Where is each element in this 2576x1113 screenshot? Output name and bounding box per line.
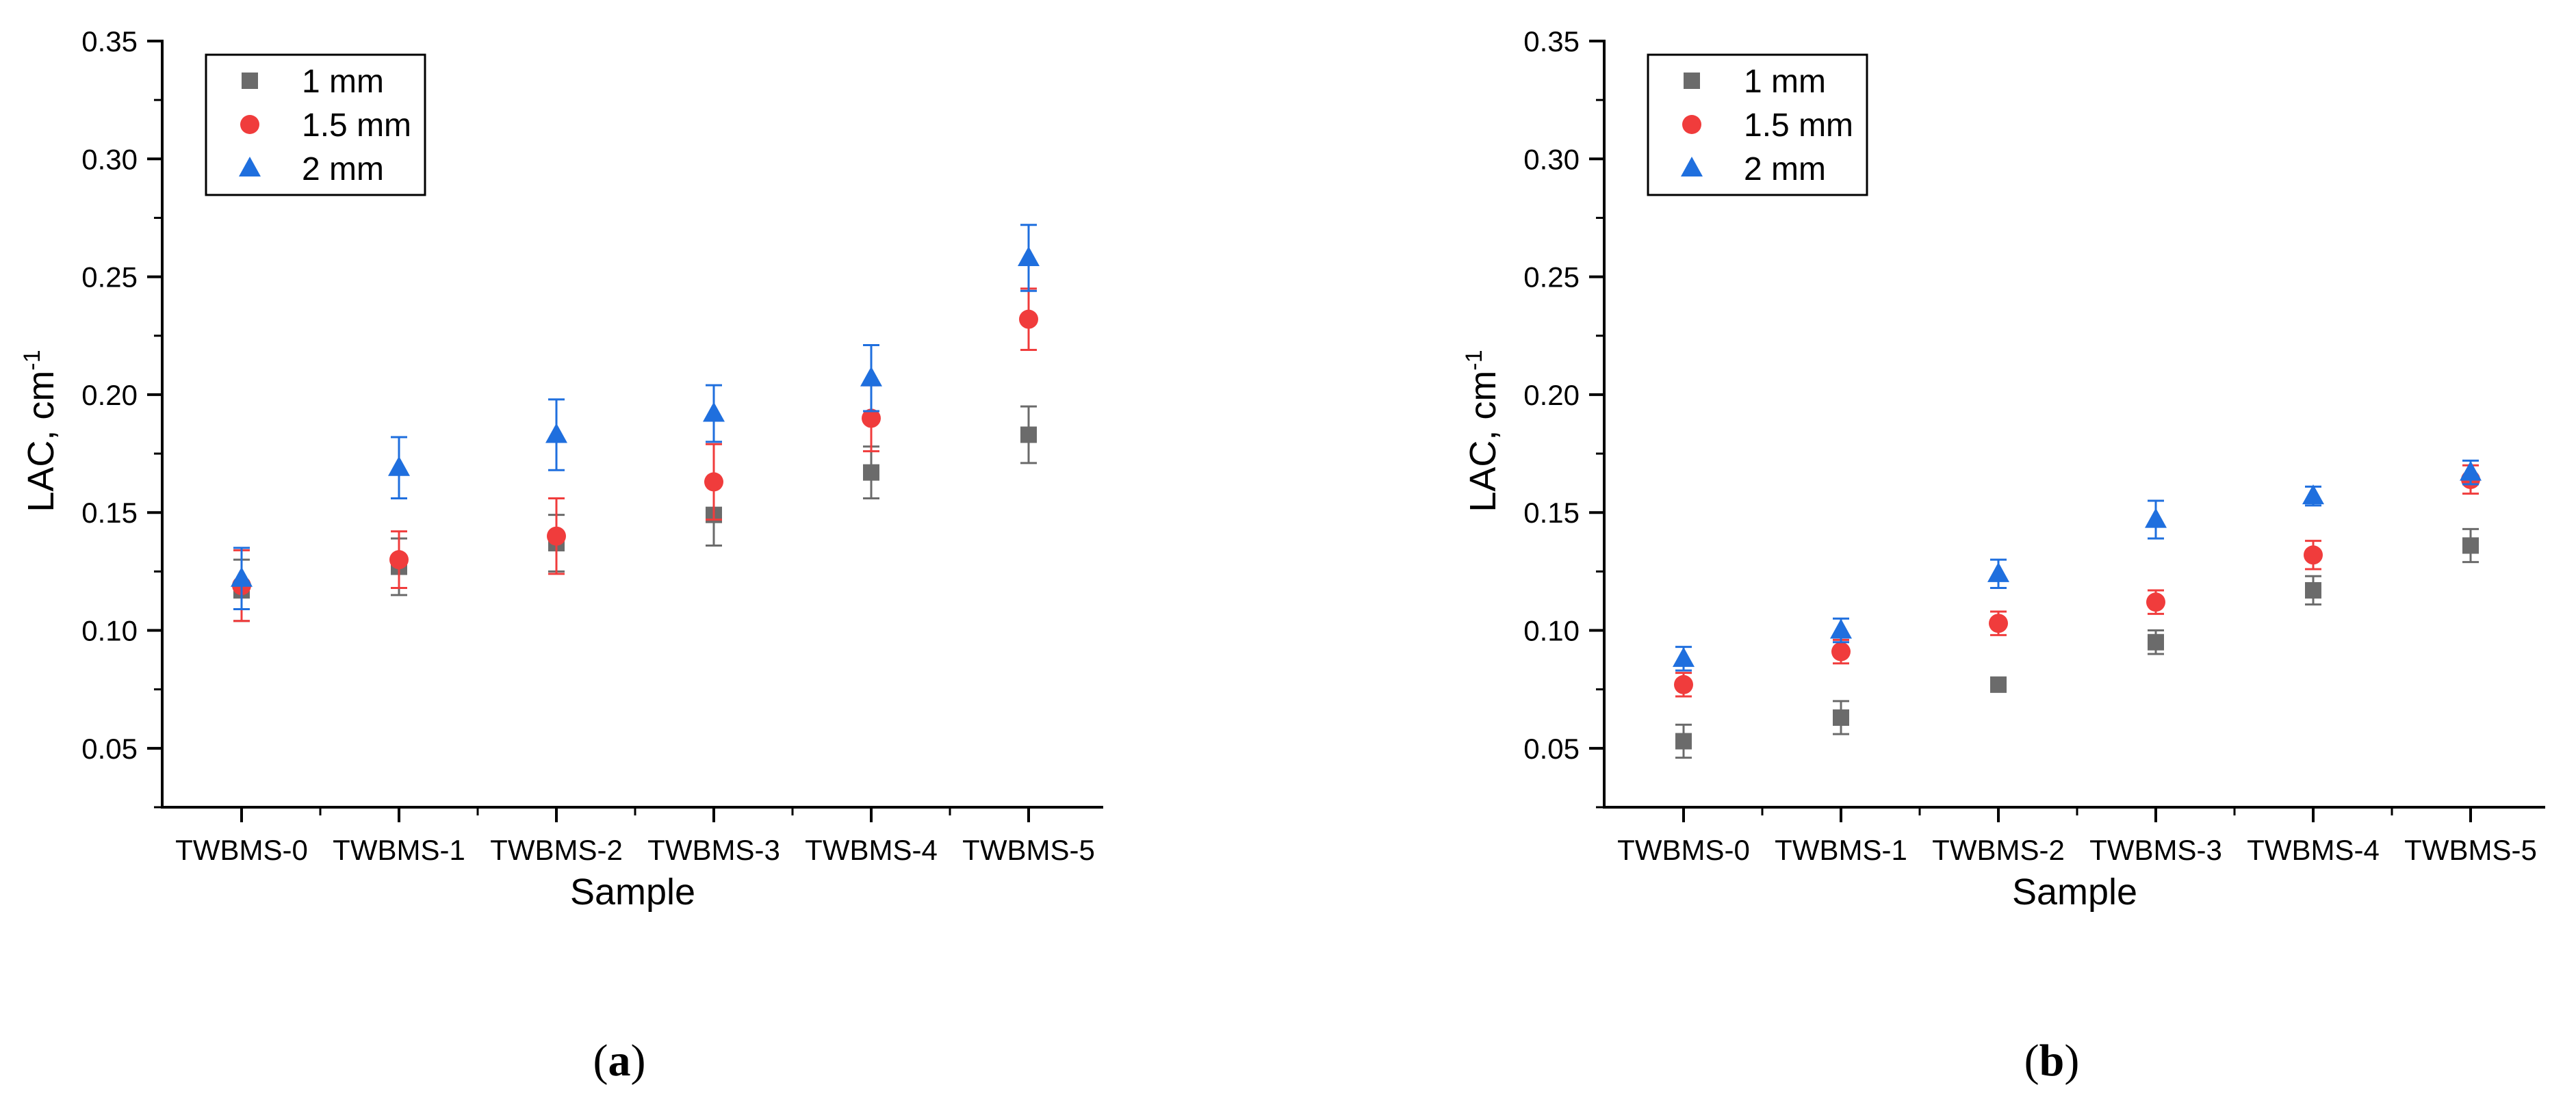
chart-panel-b: 0.05 0.10 0.15 0.20 0.25 0.30 0.35 TWBMS-0 TWBMS… xyxy=(1461,25,2545,1086)
legend-marker xyxy=(1682,115,1701,134)
y-axis-title-superscript: -1 xyxy=(1461,350,1487,370)
series-1_5-mm xyxy=(232,287,1038,623)
legend-entry: 2 mm xyxy=(1744,151,1826,187)
data-point xyxy=(1675,733,1692,750)
legend: 1 mm 1.5 mm 2 mm xyxy=(205,53,426,196)
data-point xyxy=(863,464,879,481)
x-tick-label: TWBMS-5 xyxy=(2404,834,2537,866)
panel-label-open: ( xyxy=(593,1036,608,1086)
chart-panel-a: 0.05 0.10 0.15 0.20 0.25 0.30 0.35 TWBMS-0 TWBMS… xyxy=(19,25,1103,1086)
data-point xyxy=(2460,460,2482,481)
data-point xyxy=(2148,633,2164,651)
legend-entry: 1.5 mm xyxy=(1744,107,1853,144)
x-tick-label: TWBMS-2 xyxy=(1932,834,2065,866)
y-axis-title-superscript: -1 xyxy=(19,350,45,370)
x-tick-label: TWBMS-3 xyxy=(647,834,780,866)
x-tick-label: TWBMS-0 xyxy=(1617,834,1750,866)
x-axis-title: Sample xyxy=(570,872,695,913)
x-tick-label: TWBMS-0 xyxy=(175,834,308,866)
data-point xyxy=(862,408,881,428)
data-point xyxy=(2146,592,2165,612)
y-tick-label: 0.15 xyxy=(81,497,138,529)
data-point xyxy=(545,423,567,443)
data-point xyxy=(1990,676,2007,693)
legend-marker xyxy=(239,157,261,176)
legend-entry: 1.5 mm xyxy=(302,107,411,144)
x-tick-label: TWBMS-4 xyxy=(2247,834,2380,866)
data-point xyxy=(1831,642,1851,662)
y-tick-label: 0.30 xyxy=(1523,143,1580,175)
data-point xyxy=(1018,246,1040,267)
y-tick-label: 0.20 xyxy=(81,379,138,411)
data-point xyxy=(1674,675,1693,694)
series-1-mm xyxy=(233,405,1037,623)
data-point xyxy=(231,566,253,587)
data-point xyxy=(704,472,723,492)
series-2-mm xyxy=(1673,459,2482,672)
y-axis-title-main: LAC, cm xyxy=(1463,371,1504,512)
x-tick-label: TWBMS-5 xyxy=(962,834,1095,866)
data-point xyxy=(2304,545,2323,565)
x-axis-title: Sample xyxy=(2012,872,2137,913)
y-tick-label: 0.05 xyxy=(1523,733,1580,765)
y-tick-label: 0.20 xyxy=(1523,379,1580,411)
y-axis-title-main: LAC, cm xyxy=(21,371,62,512)
legend: 1 mm 1.5 mm 2 mm xyxy=(1647,53,1868,196)
x-tick-label: TWBMS-4 xyxy=(805,834,938,866)
legend-entry: 2 mm xyxy=(302,151,384,187)
panel-label-letter: b xyxy=(2039,1036,2065,1086)
series-2-mm xyxy=(231,224,1040,611)
data-point xyxy=(860,366,882,387)
y-tick-label: 0.05 xyxy=(81,733,138,765)
panel-label-close: ) xyxy=(631,1036,646,1086)
data-point xyxy=(1987,562,2009,582)
x-tick-label: TWBMS-1 xyxy=(1775,834,1907,866)
y-axis-title: LAC, cm-1 xyxy=(19,350,62,512)
data-point xyxy=(1989,614,2008,633)
data-point xyxy=(547,526,566,546)
legend-marker xyxy=(240,115,259,134)
legend-marker xyxy=(1681,157,1703,176)
y-tick-label: 0.15 xyxy=(1523,497,1580,529)
legend-entry: 1 mm xyxy=(302,64,384,100)
series-1-mm xyxy=(1675,527,2479,759)
panel-label: (a) xyxy=(593,1036,646,1086)
data-point xyxy=(388,456,410,476)
data-point xyxy=(2305,581,2321,599)
panel-label-open: ( xyxy=(2024,1036,2039,1086)
series-1_5-mm xyxy=(1674,464,2480,698)
panel-label-letter: a xyxy=(608,1036,631,1086)
x-tick-label: TWBMS-2 xyxy=(490,834,623,866)
x-tick-label: TWBMS-3 xyxy=(2089,834,2222,866)
y-axis-title: LAC, cm-1 xyxy=(1461,350,1504,512)
panel-label: (b) xyxy=(2024,1036,2080,1086)
data-point xyxy=(1020,426,1037,443)
data-point xyxy=(2302,484,2324,505)
data-point xyxy=(1019,309,1038,329)
data-point xyxy=(703,402,725,422)
data-point xyxy=(2462,537,2479,554)
panel-label-close: ) xyxy=(2064,1036,2079,1086)
x-tick-label: TWBMS-1 xyxy=(333,834,465,866)
legend-entry: 1 mm xyxy=(1744,64,1826,100)
data-point xyxy=(1673,646,1695,667)
y-tick-label: 0.35 xyxy=(1523,25,1580,57)
y-tick-label: 0.10 xyxy=(1523,615,1580,647)
data-point xyxy=(1833,709,1849,726)
legend-marker xyxy=(1684,73,1700,89)
y-tick-label: 0.25 xyxy=(81,261,138,293)
data-point xyxy=(389,550,409,570)
y-tick-label: 0.35 xyxy=(81,25,138,57)
legend-marker xyxy=(242,73,258,89)
data-point xyxy=(2145,508,2167,528)
y-tick-label: 0.10 xyxy=(81,615,138,647)
y-tick-label: 0.25 xyxy=(1523,261,1580,293)
y-tick-label: 0.30 xyxy=(81,143,138,175)
data-point xyxy=(1830,618,1852,639)
